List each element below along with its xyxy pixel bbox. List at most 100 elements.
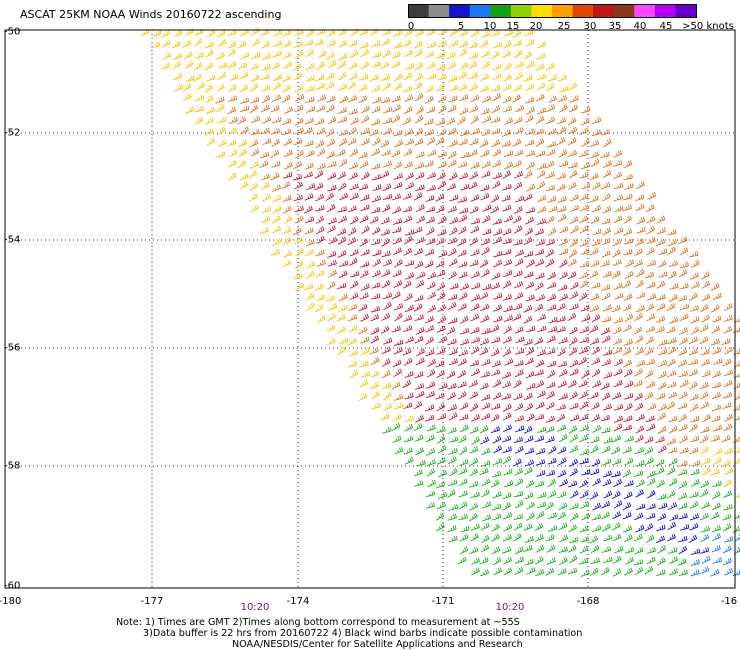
wind-barb bbox=[449, 194, 459, 202]
wind-barb bbox=[481, 358, 491, 366]
wind-barb bbox=[259, 227, 270, 235]
wind-barb bbox=[381, 238, 390, 247]
wind-barb bbox=[567, 312, 577, 322]
wind-barb bbox=[403, 148, 413, 157]
wind-barb bbox=[260, 104, 270, 113]
wind-barb bbox=[656, 557, 666, 566]
wind-barb bbox=[569, 536, 579, 544]
wind-barb bbox=[644, 565, 654, 575]
wind-barb bbox=[237, 159, 246, 169]
wind-barb bbox=[481, 60, 491, 69]
wind-barb bbox=[601, 182, 611, 190]
wind-barb bbox=[669, 556, 678, 565]
wind-barb bbox=[458, 501, 468, 510]
wind-barb bbox=[328, 59, 337, 69]
wind-barb bbox=[458, 71, 468, 80]
wind-barb bbox=[228, 116, 238, 124]
wind-barb bbox=[690, 326, 700, 335]
wind-barb bbox=[634, 434, 644, 443]
colorbar-swatch bbox=[469, 4, 491, 18]
wind-barb bbox=[369, 27, 379, 36]
wind-barb bbox=[380, 325, 390, 335]
wind-barb bbox=[656, 569, 666, 577]
wind-barb bbox=[658, 271, 668, 278]
wind-barb bbox=[382, 382, 392, 389]
wind-barb bbox=[503, 150, 514, 157]
wind-barb bbox=[589, 337, 600, 345]
wind-barb bbox=[424, 95, 434, 104]
wind-barb bbox=[315, 82, 325, 91]
wind-barb bbox=[624, 435, 634, 443]
wind-barb bbox=[636, 216, 646, 225]
wind-barb bbox=[370, 327, 380, 335]
wind-barb bbox=[228, 84, 237, 93]
wind-barb bbox=[579, 204, 590, 212]
wind-barb bbox=[701, 555, 711, 564]
wind-barb bbox=[614, 546, 624, 554]
wind-barb bbox=[601, 237, 611, 246]
wind-barb bbox=[328, 236, 338, 245]
wind-barb bbox=[622, 512, 632, 520]
wind-barb bbox=[668, 294, 678, 302]
wind-barb bbox=[657, 412, 666, 421]
wind-barb bbox=[327, 259, 337, 267]
wind-barb bbox=[425, 404, 435, 412]
wind-barb bbox=[348, 257, 358, 267]
wind-barb bbox=[524, 271, 534, 279]
wind-barb bbox=[370, 314, 380, 322]
wind-barb bbox=[262, 138, 272, 145]
wind-barb bbox=[613, 403, 624, 411]
wind-barb bbox=[491, 523, 500, 532]
wind-barb bbox=[624, 567, 633, 576]
wind-barb bbox=[535, 93, 545, 102]
wind-barb bbox=[502, 183, 512, 191]
wind-barb bbox=[249, 83, 259, 92]
colorbar-swatch bbox=[552, 4, 574, 18]
colorbar bbox=[408, 4, 697, 18]
wind-barb bbox=[382, 49, 391, 58]
wind-barb bbox=[592, 502, 602, 511]
wind-barb bbox=[426, 448, 436, 456]
wind-barb bbox=[580, 501, 590, 509]
wind-barb bbox=[633, 470, 644, 477]
wind-barb bbox=[546, 281, 557, 289]
wind-barb bbox=[404, 49, 414, 58]
wind-barb bbox=[227, 29, 237, 37]
wind-barb bbox=[514, 258, 524, 267]
wind-barb bbox=[394, 402, 404, 410]
wind-barb bbox=[295, 94, 305, 102]
wind-barb bbox=[349, 50, 359, 59]
wind-barb bbox=[569, 490, 579, 499]
wind-barb bbox=[325, 128, 335, 137]
wind-barb bbox=[492, 435, 502, 444]
wind-barb bbox=[272, 40, 282, 47]
wind-barb bbox=[371, 163, 381, 170]
wind-barb bbox=[602, 304, 612, 312]
wind-barb bbox=[325, 295, 335, 302]
wind-barb bbox=[304, 117, 314, 125]
wind-barb bbox=[383, 337, 393, 345]
wind-barb bbox=[392, 218, 403, 225]
wind-barb bbox=[590, 445, 599, 454]
wind-barb bbox=[647, 293, 657, 301]
wind-barb bbox=[284, 106, 294, 115]
wind-barb bbox=[535, 239, 545, 247]
wind-barb bbox=[347, 360, 358, 368]
wind-barb bbox=[514, 195, 525, 203]
wind-barb bbox=[602, 349, 613, 356]
wind-barb bbox=[479, 467, 489, 476]
wind-barb bbox=[559, 259, 568, 268]
wind-barb bbox=[349, 248, 359, 257]
wind-barb bbox=[492, 172, 502, 180]
wind-barb bbox=[339, 337, 349, 345]
wind-barb bbox=[240, 52, 250, 60]
wind-barb bbox=[535, 248, 545, 256]
wind-barb bbox=[414, 73, 424, 82]
wind-barb bbox=[514, 477, 524, 487]
wind-barb bbox=[535, 544, 545, 553]
wind-barb bbox=[193, 38, 203, 47]
wind-barb bbox=[414, 115, 424, 124]
wind-barb bbox=[470, 336, 481, 344]
wind-barb bbox=[569, 204, 580, 212]
wind-barb bbox=[480, 522, 490, 531]
